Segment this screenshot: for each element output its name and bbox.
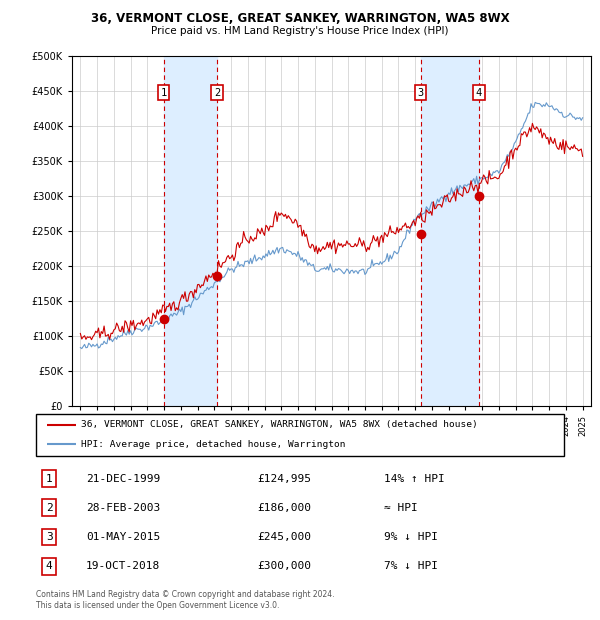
Bar xyxy=(421,56,479,406)
Text: 3: 3 xyxy=(46,532,53,542)
Text: 1: 1 xyxy=(160,87,167,97)
Text: ≈ HPI: ≈ HPI xyxy=(385,503,418,513)
Text: £124,995: £124,995 xyxy=(258,474,312,484)
Text: 14% ↑ HPI: 14% ↑ HPI xyxy=(385,474,445,484)
Text: 4: 4 xyxy=(476,87,482,97)
Text: 2: 2 xyxy=(214,87,220,97)
Text: £186,000: £186,000 xyxy=(258,503,312,513)
Text: 2: 2 xyxy=(46,503,53,513)
Bar xyxy=(164,56,217,406)
Text: 36, VERMONT CLOSE, GREAT SANKEY, WARRINGTON, WA5 8WX: 36, VERMONT CLOSE, GREAT SANKEY, WARRING… xyxy=(91,12,509,25)
Text: Price paid vs. HM Land Registry's House Price Index (HPI): Price paid vs. HM Land Registry's House … xyxy=(151,26,449,36)
Text: 7% ↓ HPI: 7% ↓ HPI xyxy=(385,561,439,571)
Text: 4: 4 xyxy=(46,561,53,571)
Text: 19-OCT-2018: 19-OCT-2018 xyxy=(86,561,160,571)
Text: £300,000: £300,000 xyxy=(258,561,312,571)
Text: 28-FEB-2003: 28-FEB-2003 xyxy=(86,503,160,513)
Text: 21-DEC-1999: 21-DEC-1999 xyxy=(86,474,160,484)
Text: Contains HM Land Registry data © Crown copyright and database right 2024.
This d: Contains HM Land Registry data © Crown c… xyxy=(36,590,335,609)
Text: 01-MAY-2015: 01-MAY-2015 xyxy=(86,532,160,542)
Text: 1: 1 xyxy=(46,474,53,484)
Text: HPI: Average price, detached house, Warrington: HPI: Average price, detached house, Warr… xyxy=(81,440,346,449)
Text: 3: 3 xyxy=(418,87,424,97)
Text: £245,000: £245,000 xyxy=(258,532,312,542)
Text: 9% ↓ HPI: 9% ↓ HPI xyxy=(385,532,439,542)
Text: 36, VERMONT CLOSE, GREAT SANKEY, WARRINGTON, WA5 8WX (detached house): 36, VERMONT CLOSE, GREAT SANKEY, WARRING… xyxy=(81,420,478,430)
